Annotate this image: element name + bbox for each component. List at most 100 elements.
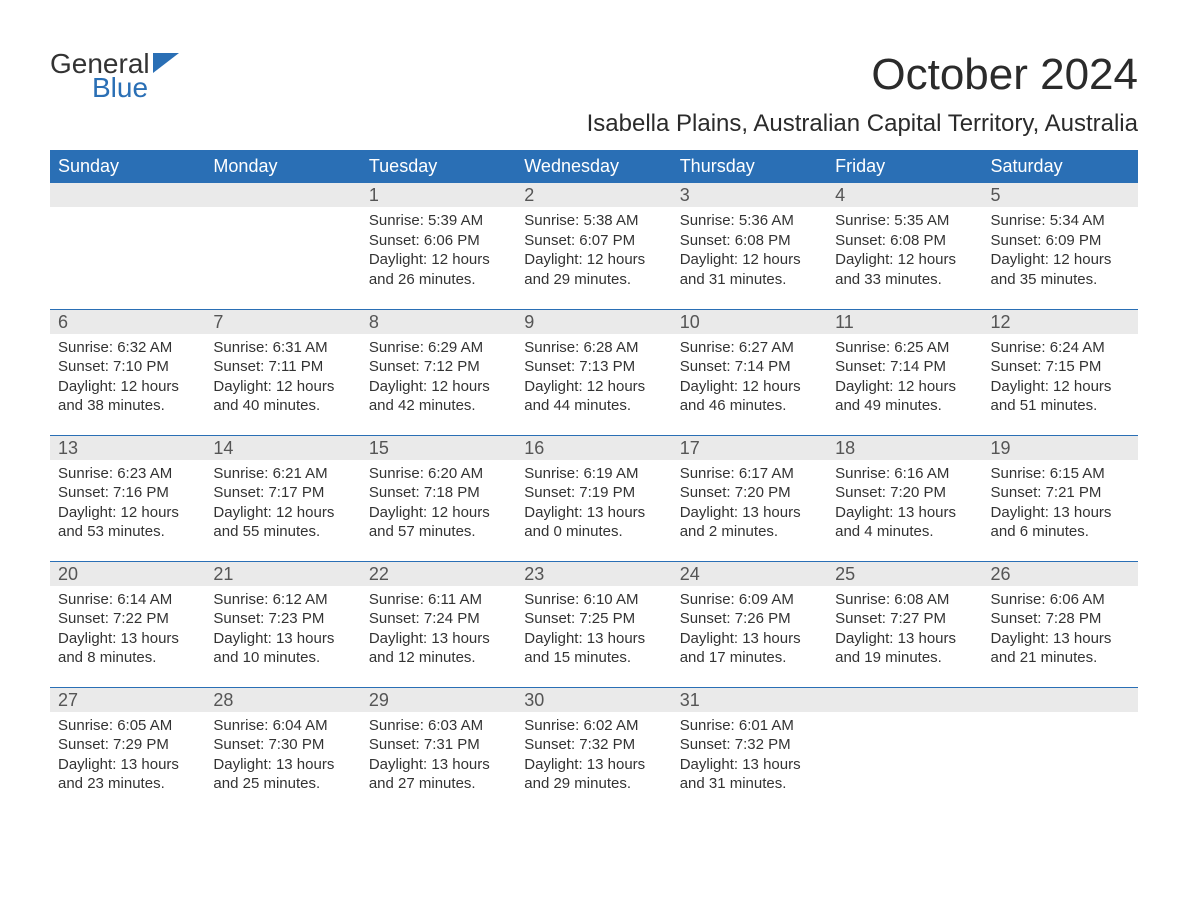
header: General Blue October 2024 Isabella Plain… bbox=[50, 50, 1138, 138]
calendar-day-cell: 1Sunrise: 5:39 AMSunset: 6:06 PMDaylight… bbox=[361, 183, 516, 309]
sunrise-text: Sunrise: 6:04 AM bbox=[213, 716, 352, 736]
calendar-body: 1Sunrise: 5:39 AMSunset: 6:06 PMDaylight… bbox=[50, 183, 1138, 813]
day-number: 12 bbox=[983, 310, 1138, 334]
calendar-day-cell: 11Sunrise: 6:25 AMSunset: 7:14 PMDayligh… bbox=[827, 309, 982, 435]
sunset-text: Sunset: 7:17 PM bbox=[213, 483, 352, 503]
sunset-text: Sunset: 7:14 PM bbox=[680, 357, 819, 377]
calendar-day-cell: 30Sunrise: 6:02 AMSunset: 7:32 PMDayligh… bbox=[516, 687, 671, 813]
daylight-text: Daylight: 13 hours and 21 minutes. bbox=[991, 629, 1130, 668]
day-body: Sunrise: 6:29 AMSunset: 7:12 PMDaylight:… bbox=[361, 334, 516, 424]
day-number: 13 bbox=[50, 436, 205, 460]
sunrise-text: Sunrise: 6:12 AM bbox=[213, 590, 352, 610]
weekday-header: Monday bbox=[205, 150, 360, 183]
daylight-text: Daylight: 12 hours and 33 minutes. bbox=[835, 250, 974, 289]
sunset-text: Sunset: 7:32 PM bbox=[680, 735, 819, 755]
calendar-week-row: 1Sunrise: 5:39 AMSunset: 6:06 PMDaylight… bbox=[50, 183, 1138, 309]
day-number: 17 bbox=[672, 436, 827, 460]
calendar-day-cell bbox=[205, 183, 360, 309]
day-number: 24 bbox=[672, 562, 827, 586]
sunrise-text: Sunrise: 6:14 AM bbox=[58, 590, 197, 610]
calendar-day-cell: 13Sunrise: 6:23 AMSunset: 7:16 PMDayligh… bbox=[50, 435, 205, 561]
day-number: 9 bbox=[516, 310, 671, 334]
sunset-text: Sunset: 7:13 PM bbox=[524, 357, 663, 377]
calendar-day-cell bbox=[827, 687, 982, 813]
sunset-text: Sunset: 7:20 PM bbox=[680, 483, 819, 503]
calendar-week-row: 27Sunrise: 6:05 AMSunset: 7:29 PMDayligh… bbox=[50, 687, 1138, 813]
day-number: 5 bbox=[983, 183, 1138, 207]
sunset-text: Sunset: 7:16 PM bbox=[58, 483, 197, 503]
day-number: 28 bbox=[205, 688, 360, 712]
sunset-text: Sunset: 7:32 PM bbox=[524, 735, 663, 755]
sunrise-text: Sunrise: 6:28 AM bbox=[524, 338, 663, 358]
day-number: 25 bbox=[827, 562, 982, 586]
daylight-text: Daylight: 12 hours and 31 minutes. bbox=[680, 250, 819, 289]
day-body: Sunrise: 6:32 AMSunset: 7:10 PMDaylight:… bbox=[50, 334, 205, 424]
day-body: Sunrise: 6:16 AMSunset: 7:20 PMDaylight:… bbox=[827, 460, 982, 550]
calendar-day-cell bbox=[983, 687, 1138, 813]
calendar-day-cell: 19Sunrise: 6:15 AMSunset: 7:21 PMDayligh… bbox=[983, 435, 1138, 561]
sunset-text: Sunset: 6:09 PM bbox=[991, 231, 1130, 251]
month-title: October 2024 bbox=[587, 50, 1138, 100]
sunrise-text: Sunrise: 5:35 AM bbox=[835, 211, 974, 231]
day-number: 23 bbox=[516, 562, 671, 586]
sunset-text: Sunset: 7:22 PM bbox=[58, 609, 197, 629]
daylight-text: Daylight: 12 hours and 57 minutes. bbox=[369, 503, 508, 542]
weekday-header: Saturday bbox=[983, 150, 1138, 183]
daylight-text: Daylight: 13 hours and 29 minutes. bbox=[524, 755, 663, 794]
sunset-text: Sunset: 7:20 PM bbox=[835, 483, 974, 503]
day-body: Sunrise: 6:24 AMSunset: 7:15 PMDaylight:… bbox=[983, 334, 1138, 424]
day-number: 6 bbox=[50, 310, 205, 334]
sunset-text: Sunset: 6:06 PM bbox=[369, 231, 508, 251]
sunrise-text: Sunrise: 6:16 AM bbox=[835, 464, 974, 484]
sunrise-text: Sunrise: 6:05 AM bbox=[58, 716, 197, 736]
calendar-day-cell: 27Sunrise: 6:05 AMSunset: 7:29 PMDayligh… bbox=[50, 687, 205, 813]
calendar-day-cell: 29Sunrise: 6:03 AMSunset: 7:31 PMDayligh… bbox=[361, 687, 516, 813]
day-number bbox=[827, 688, 982, 712]
day-body bbox=[205, 207, 360, 219]
daylight-text: Daylight: 13 hours and 25 minutes. bbox=[213, 755, 352, 794]
daylight-text: Daylight: 13 hours and 31 minutes. bbox=[680, 755, 819, 794]
daylight-text: Daylight: 13 hours and 10 minutes. bbox=[213, 629, 352, 668]
sunrise-text: Sunrise: 6:01 AM bbox=[680, 716, 819, 736]
sunset-text: Sunset: 6:08 PM bbox=[835, 231, 974, 251]
day-body: Sunrise: 6:31 AMSunset: 7:11 PMDaylight:… bbox=[205, 334, 360, 424]
daylight-text: Daylight: 12 hours and 26 minutes. bbox=[369, 250, 508, 289]
sunset-text: Sunset: 7:19 PM bbox=[524, 483, 663, 503]
calendar-day-cell: 6Sunrise: 6:32 AMSunset: 7:10 PMDaylight… bbox=[50, 309, 205, 435]
calendar-day-cell: 3Sunrise: 5:36 AMSunset: 6:08 PMDaylight… bbox=[672, 183, 827, 309]
daylight-text: Daylight: 13 hours and 6 minutes. bbox=[991, 503, 1130, 542]
sunset-text: Sunset: 7:15 PM bbox=[991, 357, 1130, 377]
calendar-day-cell: 31Sunrise: 6:01 AMSunset: 7:32 PMDayligh… bbox=[672, 687, 827, 813]
sunset-text: Sunset: 7:28 PM bbox=[991, 609, 1130, 629]
day-body: Sunrise: 6:12 AMSunset: 7:23 PMDaylight:… bbox=[205, 586, 360, 676]
logo-text-blue: Blue bbox=[92, 74, 179, 102]
day-body: Sunrise: 6:11 AMSunset: 7:24 PMDaylight:… bbox=[361, 586, 516, 676]
calendar-day-cell: 18Sunrise: 6:16 AMSunset: 7:20 PMDayligh… bbox=[827, 435, 982, 561]
day-number: 26 bbox=[983, 562, 1138, 586]
weekday-header: Friday bbox=[827, 150, 982, 183]
day-number bbox=[205, 183, 360, 207]
day-number: 7 bbox=[205, 310, 360, 334]
daylight-text: Daylight: 12 hours and 40 minutes. bbox=[213, 377, 352, 416]
sunrise-text: Sunrise: 5:39 AM bbox=[369, 211, 508, 231]
day-body: Sunrise: 6:27 AMSunset: 7:14 PMDaylight:… bbox=[672, 334, 827, 424]
sunset-text: Sunset: 6:08 PM bbox=[680, 231, 819, 251]
day-number: 18 bbox=[827, 436, 982, 460]
logo-flag-icon bbox=[153, 53, 179, 73]
weekday-header-row: Sunday Monday Tuesday Wednesday Thursday… bbox=[50, 150, 1138, 183]
sunrise-text: Sunrise: 6:29 AM bbox=[369, 338, 508, 358]
day-body bbox=[827, 712, 982, 724]
calendar-day-cell: 12Sunrise: 6:24 AMSunset: 7:15 PMDayligh… bbox=[983, 309, 1138, 435]
day-body bbox=[50, 207, 205, 219]
calendar-day-cell: 7Sunrise: 6:31 AMSunset: 7:11 PMDaylight… bbox=[205, 309, 360, 435]
sunset-text: Sunset: 7:31 PM bbox=[369, 735, 508, 755]
daylight-text: Daylight: 13 hours and 23 minutes. bbox=[58, 755, 197, 794]
day-body: Sunrise: 6:01 AMSunset: 7:32 PMDaylight:… bbox=[672, 712, 827, 802]
day-number: 10 bbox=[672, 310, 827, 334]
sunrise-text: Sunrise: 6:02 AM bbox=[524, 716, 663, 736]
day-number bbox=[983, 688, 1138, 712]
sunset-text: Sunset: 7:24 PM bbox=[369, 609, 508, 629]
daylight-text: Daylight: 13 hours and 2 minutes. bbox=[680, 503, 819, 542]
sunrise-text: Sunrise: 6:19 AM bbox=[524, 464, 663, 484]
day-number: 22 bbox=[361, 562, 516, 586]
